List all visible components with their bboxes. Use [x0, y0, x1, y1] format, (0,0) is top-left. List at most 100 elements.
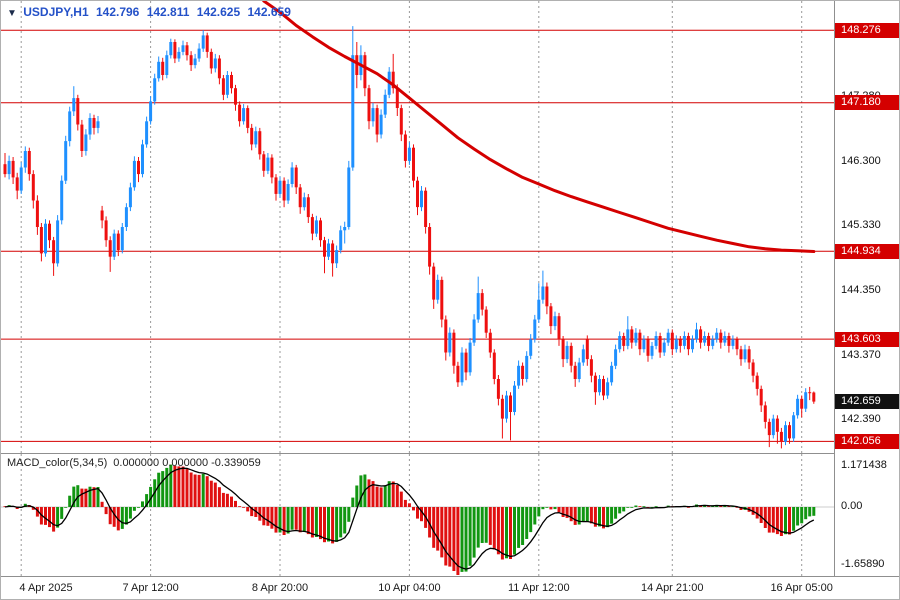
candle-body	[185, 45, 189, 56]
macd-histogram-bar	[88, 486, 92, 507]
macd-histogram-bar	[593, 507, 597, 527]
macd-histogram-bar	[407, 503, 411, 507]
macd-histogram-bar	[120, 507, 124, 529]
macd-histogram-bar	[533, 507, 537, 525]
candle-body	[201, 35, 205, 49]
quote-high: 142.811	[146, 5, 190, 19]
candle-body	[31, 174, 35, 201]
candle-body	[379, 114, 383, 135]
quote-close: 142.659	[247, 5, 291, 19]
macd-values: 0.000000 0.000000 -0.339059	[113, 457, 261, 469]
macd-histogram-bar	[15, 507, 19, 509]
candle-body	[573, 365, 577, 379]
moving-average-line[interactable]	[262, 1, 816, 253]
macd-histogram-bar	[112, 507, 116, 527]
candle-body	[812, 392, 816, 402]
candle-body	[310, 217, 314, 234]
candle-body	[674, 339, 678, 350]
macd-histogram-bar	[561, 507, 565, 517]
candle-body	[739, 349, 743, 360]
macd-histogram-bar	[230, 496, 233, 507]
candle-body	[7, 160, 11, 175]
candle-body	[173, 42, 177, 59]
candle-body	[549, 306, 553, 327]
price-level-tag: 148.276	[835, 22, 899, 38]
macd-panel[interactable]	[1, 453, 834, 576]
candle-body	[72, 98, 76, 112]
macd-histogram-bar	[521, 507, 525, 545]
candle-body	[19, 167, 23, 191]
macd-histogram-bar	[755, 507, 759, 519]
macd-histogram-bar	[44, 507, 47, 525]
candle-body	[335, 250, 339, 264]
macd-histogram-bar	[800, 507, 804, 524]
candle-body	[755, 375, 759, 389]
candle-body	[339, 230, 343, 251]
candle-body	[407, 147, 411, 161]
time-axis-label: 10 Apr 04:00	[378, 582, 441, 594]
price-tick-label: 143.370	[841, 348, 881, 361]
candle-body	[646, 339, 650, 356]
price-level-tag: 143.603	[835, 331, 899, 347]
candle-body	[120, 227, 124, 251]
macd-scale-label: 1.171438	[841, 458, 887, 471]
macd-histogram-bar	[68, 495, 72, 507]
candle-body	[254, 131, 258, 145]
macd-histogram-bar	[759, 507, 763, 523]
macd-histogram-bar	[314, 507, 318, 537]
candle-body	[266, 157, 270, 171]
candle-body	[242, 108, 246, 122]
candle-body	[383, 94, 387, 115]
candle-body	[695, 329, 698, 340]
candle-body	[593, 375, 597, 393]
macd-histogram-bar	[310, 507, 314, 538]
candle-body	[691, 339, 694, 350]
macd-histogram-bar	[246, 507, 250, 512]
macd-histogram-bar	[468, 507, 472, 566]
time-axis[interactable]: 4 Apr 2025 7 Apr 12:00 8 Apr 20:00 10 Apr 0…	[1, 576, 899, 599]
price-chart[interactable]	[1, 1, 834, 453]
candle-body	[274, 177, 278, 194]
macd-histogram-bar	[92, 487, 96, 507]
candle-body	[525, 355, 529, 379]
candle-body	[371, 108, 375, 122]
macd-histogram-bar	[788, 507, 791, 535]
candle-body	[440, 279, 444, 320]
price-axis[interactable]: 147.280146.300145.330144.350143.370142.3…	[834, 1, 899, 576]
macd-histogram-bar	[294, 507, 298, 530]
macd-histogram-bar	[173, 465, 177, 507]
macd-histogram-bar	[638, 506, 642, 507]
time-axis-label: 8 Apr 20:00	[251, 582, 309, 594]
candle-body	[213, 58, 217, 69]
macd-histogram-bar	[274, 507, 278, 533]
candle-body	[52, 240, 56, 264]
candle-body	[238, 104, 242, 122]
candle-body	[11, 160, 15, 178]
candle-body	[792, 415, 796, 439]
macd-histogram-bar	[371, 481, 375, 507]
candle-body	[181, 45, 185, 52]
candle-body	[432, 266, 436, 300]
macd-histogram-bar	[549, 507, 553, 510]
candle-body	[610, 365, 614, 383]
candle-body	[262, 154, 266, 171]
macd-histogram-bar	[456, 507, 460, 575]
candle-body	[15, 177, 19, 191]
candle-body	[112, 233, 116, 257]
macd-histogram-bar	[225, 493, 229, 507]
candle-body	[711, 339, 715, 346]
macd-histogram-bar	[804, 507, 808, 520]
candle-body	[165, 55, 169, 75]
candle-body	[622, 336, 626, 346]
candle-body	[35, 200, 39, 227]
candle-body	[246, 108, 250, 128]
macd-histogram-bar	[496, 507, 500, 555]
candle-body	[804, 392, 808, 409]
candle-body	[137, 160, 140, 175]
candle-body	[169, 42, 173, 56]
macd-histogram-bar	[60, 507, 64, 519]
candle-body	[76, 98, 80, 125]
candle-body	[775, 418, 779, 432]
macd-histogram-bar	[209, 480, 213, 507]
